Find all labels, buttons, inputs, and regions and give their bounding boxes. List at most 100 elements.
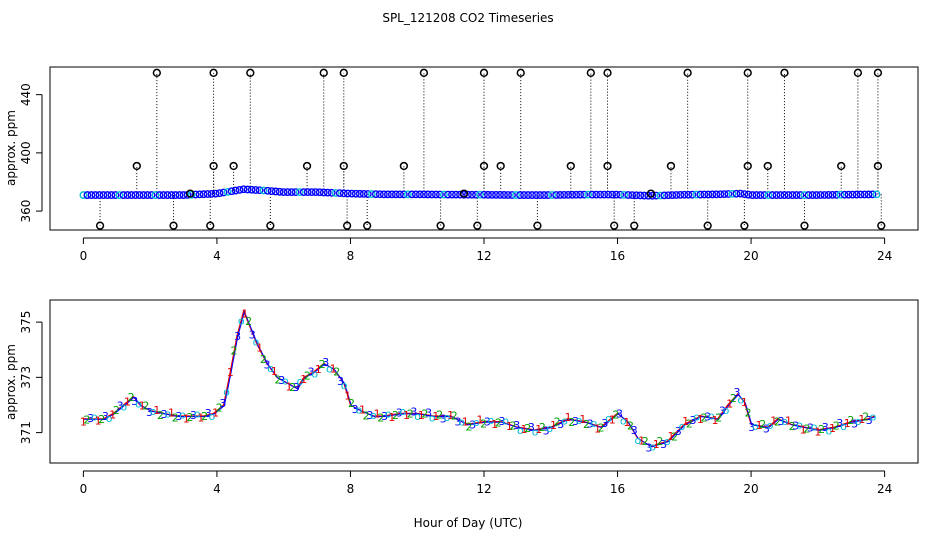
spike-point [533, 221, 542, 230]
series-point: 2 [642, 435, 649, 448]
series-point: 3 [836, 417, 843, 430]
series-point: 3 [704, 410, 711, 423]
baseline-point [588, 190, 597, 199]
baseline-point [123, 191, 132, 199]
chart-title: SPL_121208 CO2 Timeseries [382, 11, 553, 25]
series-point: 1 [550, 419, 557, 432]
baseline-point [620, 190, 629, 199]
baseline-point [448, 190, 456, 199]
series-point: 1 [506, 420, 513, 433]
series-point: 2 [510, 420, 517, 433]
series-point: 3 [205, 407, 212, 420]
series-point: 1 [183, 413, 190, 426]
baseline-point [464, 190, 472, 199]
series-point: 3 [748, 421, 755, 434]
baseline-point [484, 190, 492, 199]
series-point: 3 [322, 356, 329, 369]
baseline-point [844, 190, 853, 199]
top-y-axis-label: approx. ppm [4, 110, 18, 186]
series-point: o [458, 416, 465, 429]
baseline-point [816, 191, 825, 199]
baseline-point [596, 190, 605, 199]
baseline-point [420, 190, 428, 199]
series-point: 3 [381, 410, 388, 423]
series-point: o [517, 424, 524, 437]
baseline-point [363, 190, 372, 198]
series-point: 3 [689, 414, 696, 427]
baseline-point [283, 188, 292, 197]
spike-point [837, 161, 846, 171]
baseline-point [808, 191, 817, 199]
baseline-point [860, 190, 869, 199]
series-point: 1 [388, 411, 395, 424]
bottom-y-axis-label: approx. ppm [4, 344, 18, 420]
spike-point [479, 161, 489, 171]
series-point: o [429, 411, 436, 424]
baseline-point [672, 191, 681, 199]
series-point: 2 [833, 420, 840, 433]
series-point: o [150, 405, 157, 418]
series-point: 2 [627, 420, 634, 433]
baseline-point [580, 190, 589, 199]
baseline-point [151, 191, 160, 199]
baseline-point [820, 191, 829, 199]
baseline-point [724, 190, 733, 198]
series-point: 2 [304, 369, 311, 382]
baseline-point [163, 191, 172, 199]
top-plot-frame [49, 66, 919, 231]
series-point: o [605, 412, 612, 425]
series-point: 1 [344, 389, 351, 402]
series-point: 3 [528, 421, 535, 434]
baseline-point [131, 191, 140, 199]
series-point: 2 [862, 411, 869, 424]
baseline-point [760, 191, 769, 199]
series-point: 1 [609, 413, 616, 426]
baseline-point [279, 188, 288, 197]
baseline-point [528, 191, 536, 199]
series-point: 3 [807, 421, 814, 434]
baseline-point [275, 187, 284, 196]
x-tick-label: 8 [347, 249, 355, 263]
baseline-point [391, 190, 400, 199]
baseline-point [367, 190, 376, 198]
baseline-point [792, 191, 801, 199]
series-point: 2 [568, 416, 575, 429]
series-point: 3 [293, 381, 300, 394]
baseline-point [303, 188, 312, 197]
spike-point [209, 68, 218, 77]
baseline-point [291, 188, 300, 197]
series-point: o [355, 404, 362, 417]
baseline-point [215, 189, 224, 198]
baseline-point [556, 191, 565, 199]
baseline-point [255, 186, 264, 195]
series-point: 3 [660, 438, 667, 451]
spike-point [339, 68, 348, 77]
series-point: 3 [557, 418, 564, 431]
baseline-point [327, 188, 336, 197]
series-point: o [488, 414, 495, 427]
series-point: 3 [851, 417, 858, 430]
baseline-point [267, 187, 276, 196]
series-point: 1 [770, 414, 777, 427]
x-tick-label: 20 [743, 249, 758, 263]
series-point: 3 [425, 407, 432, 420]
series-point: 2 [436, 408, 443, 421]
x-tick-label: 0 [80, 482, 88, 496]
series-point: 3 [645, 442, 652, 455]
series-point: 1 [359, 404, 366, 417]
spike-point [603, 161, 612, 171]
y-tick-label: 371 [19, 421, 33, 444]
series-point: 2 [98, 413, 105, 426]
series-point: o [561, 414, 568, 427]
series-point: 2 [612, 409, 619, 422]
x-tick-label: 24 [877, 249, 892, 263]
y-tick-label: 373 [19, 366, 33, 389]
baseline-point [740, 190, 749, 199]
baseline-point [407, 190, 416, 199]
series-point: 1 [432, 410, 439, 423]
series-point: 3 [543, 424, 550, 437]
spike-point [703, 221, 712, 230]
x-axis-label: Hour of Day (UTC) [414, 516, 523, 530]
spike-point [399, 161, 409, 171]
baseline-point [560, 190, 569, 199]
